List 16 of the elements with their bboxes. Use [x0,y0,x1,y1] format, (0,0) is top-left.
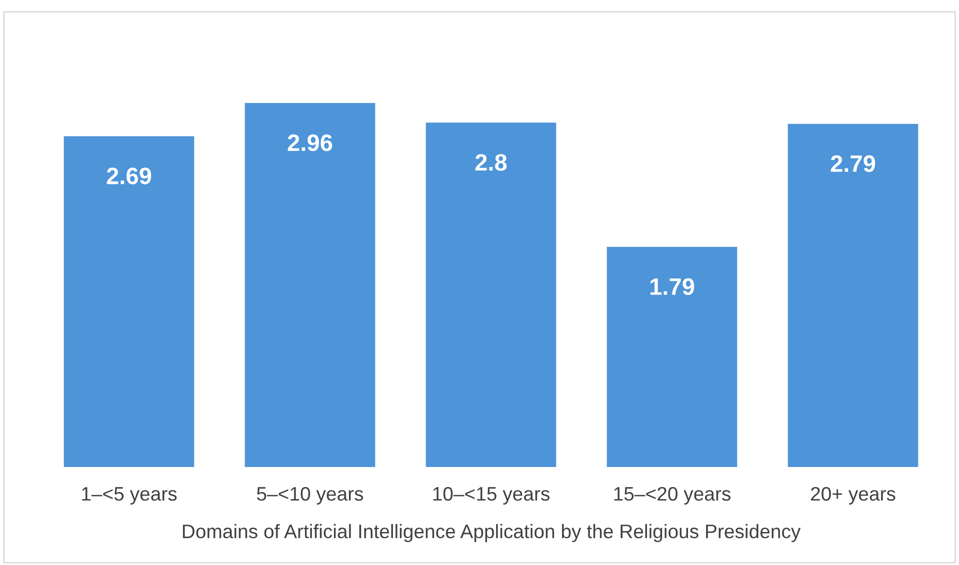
x-tick-label: 1–<5 years [82,487,177,505]
x-tick-label: 15–<20 years [614,486,730,505]
data-label: 2.96 [288,134,332,152]
data-label: 2.79 [830,155,876,172]
bar [244,103,376,467]
x-tick-label: 5–<10 years [257,486,364,505]
data-label: 2.8 [475,154,507,171]
bar [426,122,556,467]
bar [606,246,738,467]
bar [64,136,194,467]
data-label: 2.69 [106,168,152,184]
x-axis-title: Domains of Artificial Intelligence Application by the Religious Presidency [182,524,801,542]
data-label: 1.79 [650,278,694,295]
x-tick-label: 10–<15 years [433,486,550,505]
bar [788,124,918,467]
x-tick-label: 20+ years [811,486,896,505]
